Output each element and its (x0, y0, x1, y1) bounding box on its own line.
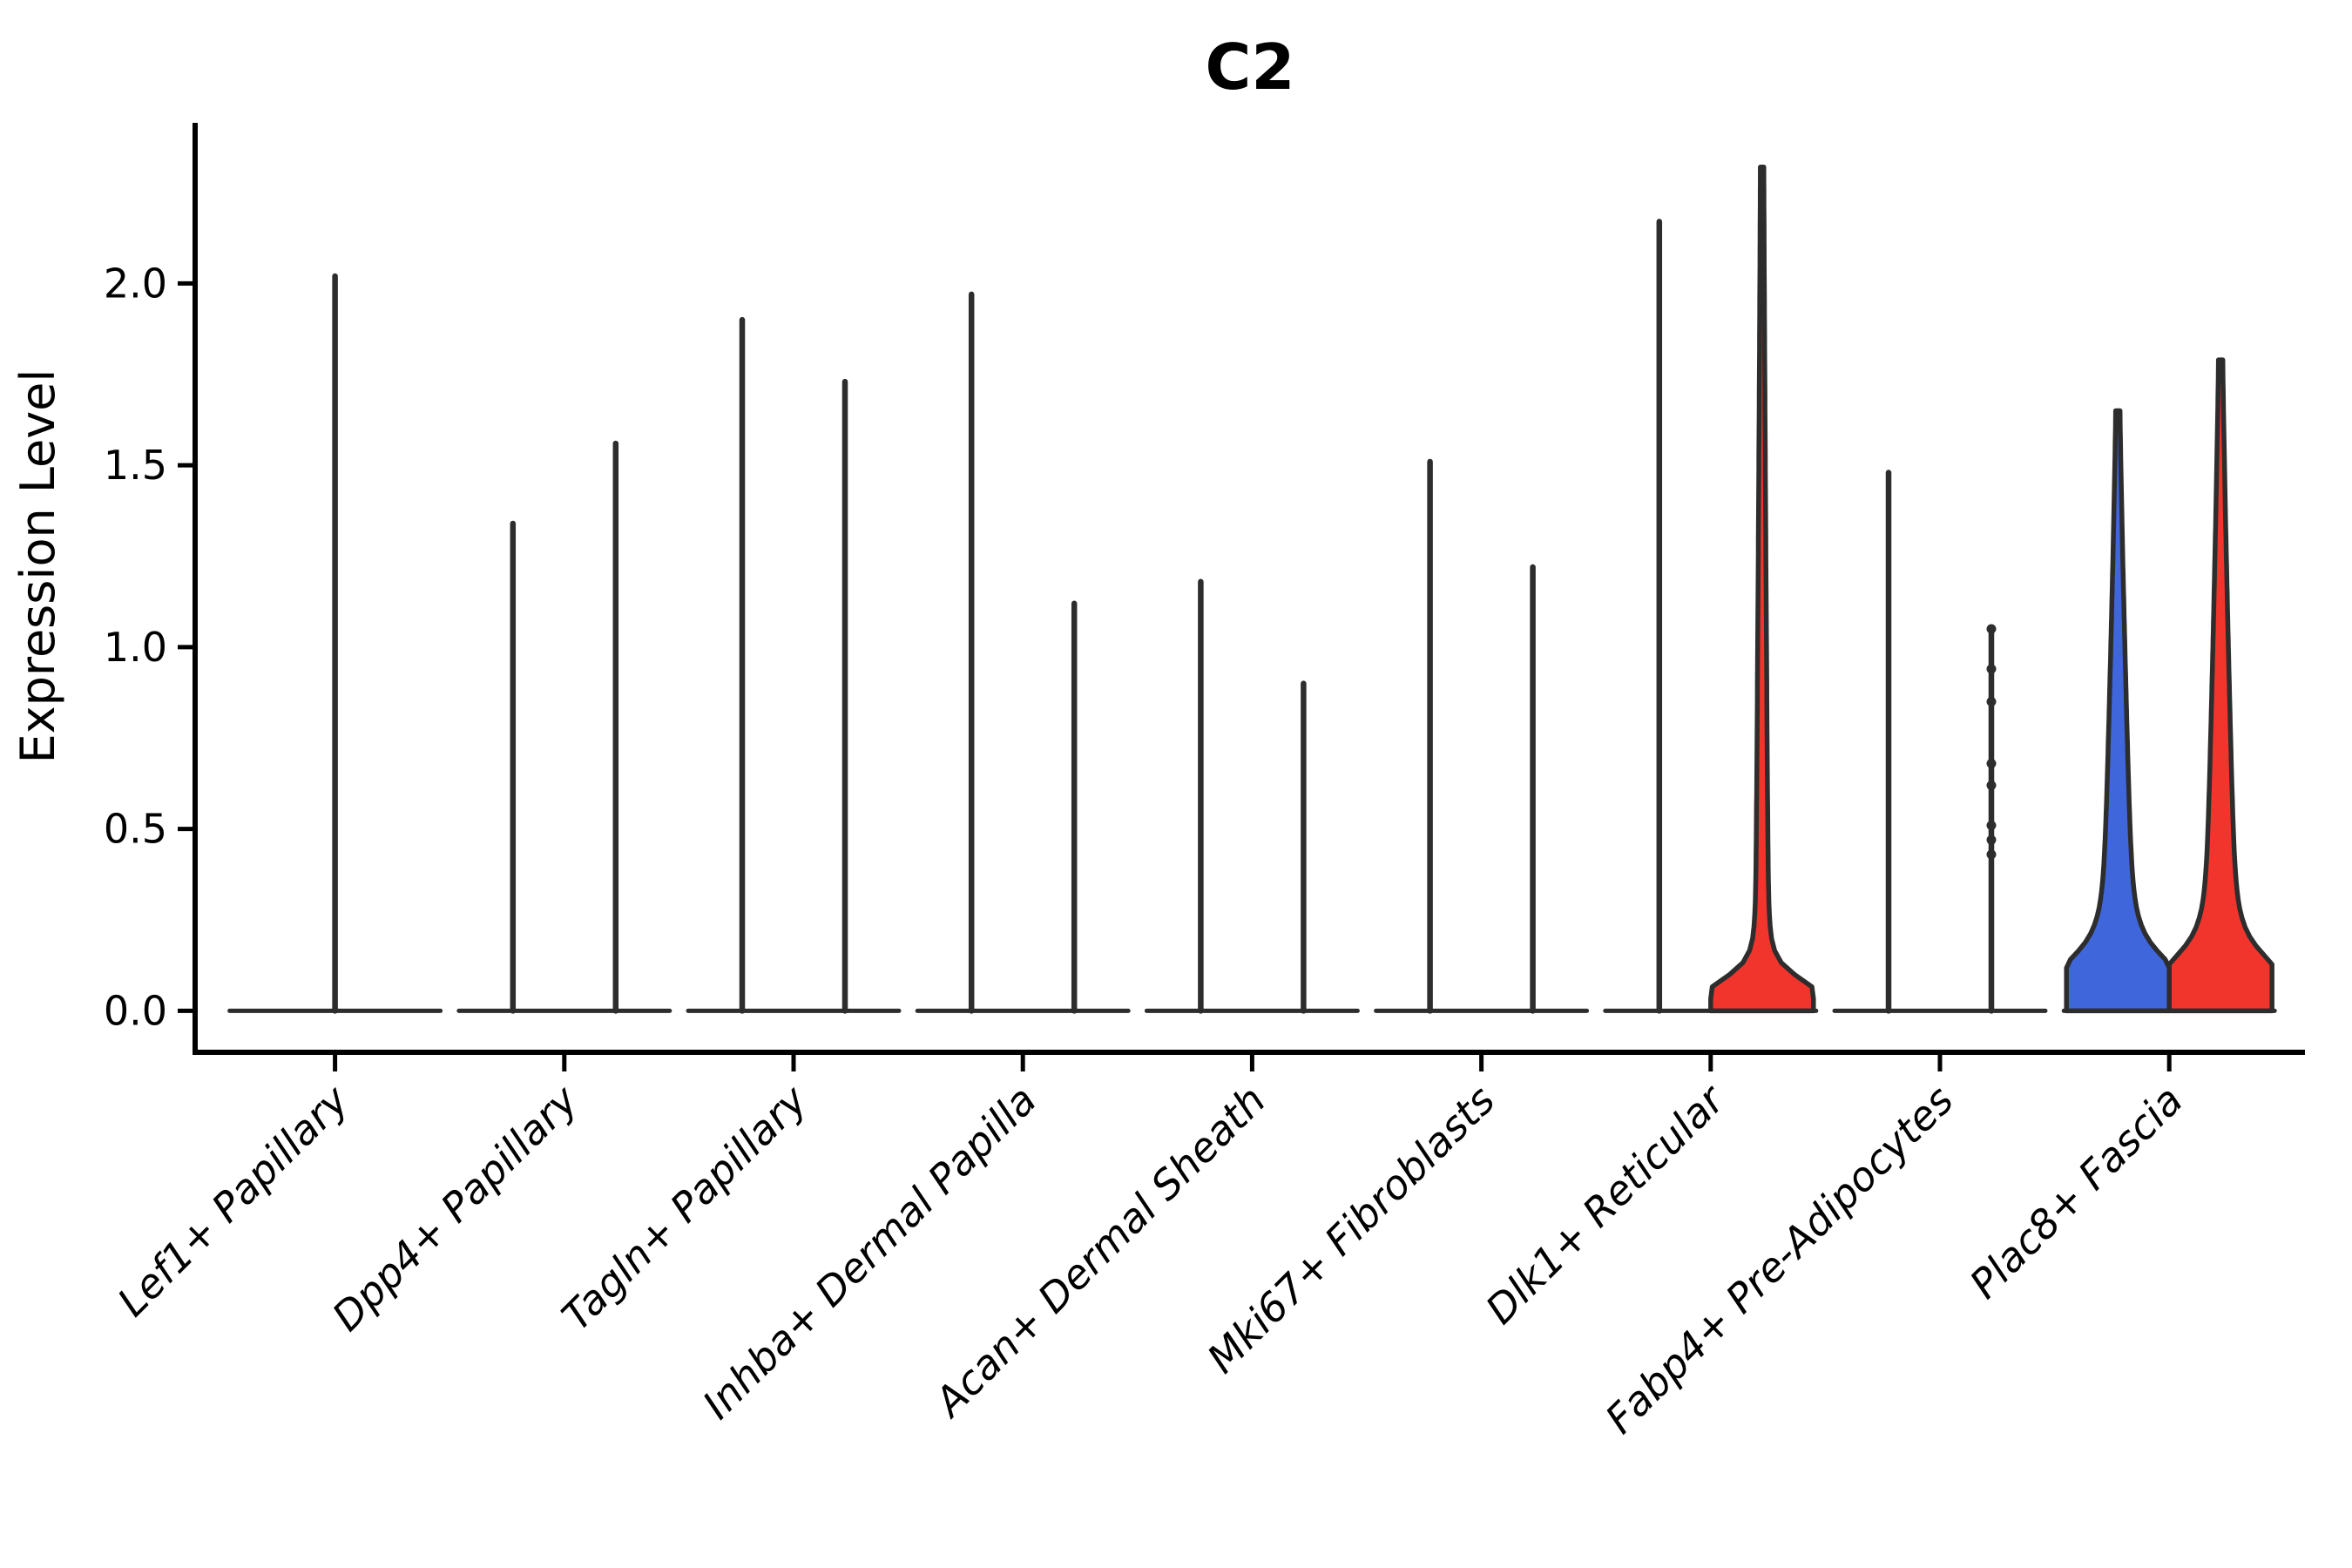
data-point-dot (1986, 849, 1997, 860)
chart-title: C2 (1206, 30, 1295, 104)
y-tick-label: 0.0 (104, 987, 167, 1034)
y-tick-label: 0.5 (104, 806, 167, 853)
y-tick-label: 1.5 (104, 442, 167, 489)
y-tick-label: 2.0 (104, 260, 167, 307)
data-point-dot (1986, 697, 1997, 707)
y-axis-label: Expression Level (10, 369, 65, 764)
data-point-dot (1986, 759, 1997, 768)
y-tick-label: 1.0 (104, 624, 167, 671)
blue-violin (2064, 408, 2172, 1014)
data-point-dot (1986, 664, 1997, 674)
data-point-dot (1986, 835, 1997, 845)
data-point-dot (1986, 624, 1997, 634)
red-violin (2166, 357, 2274, 1014)
data-point-dot (1986, 781, 1997, 791)
jitter-points-layer (1986, 624, 1997, 860)
y-ticks-layer: 0.0 0.5 1.0 1.5 2.0 (104, 260, 195, 1034)
violins-layer (332, 165, 2274, 1014)
data-point-dot (1986, 820, 1997, 830)
axes-layer (193, 123, 2305, 1055)
red-violin (1708, 165, 1816, 1014)
